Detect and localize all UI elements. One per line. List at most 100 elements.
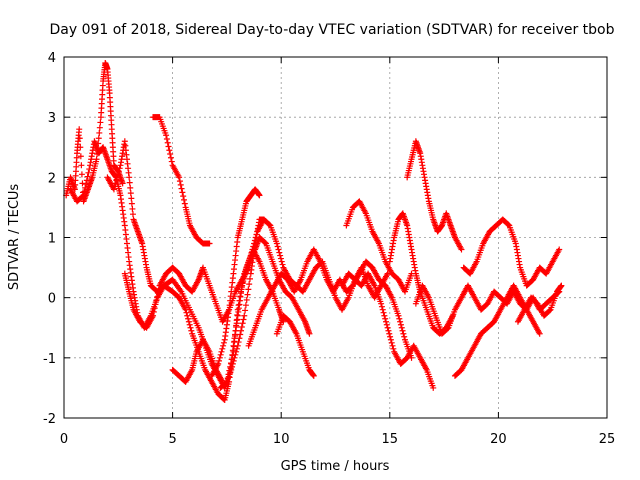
data-point-marker <box>236 297 243 304</box>
data-point-marker <box>238 327 245 334</box>
data-point-marker <box>430 384 437 391</box>
data-point-marker <box>536 330 543 337</box>
data-point-marker <box>83 177 90 184</box>
data-point-marker <box>389 342 396 349</box>
data-point-marker <box>168 158 175 165</box>
data-point-marker <box>167 154 174 161</box>
data-point-marker <box>228 356 235 363</box>
data-point-marker <box>78 162 85 169</box>
data-point-marker <box>390 345 397 352</box>
series-arc14 <box>339 270 437 391</box>
y-tick-label: 4 <box>48 51 56 66</box>
data-point-marker <box>128 195 135 202</box>
data-point-marker <box>184 312 191 319</box>
plot-frame <box>63 56 608 419</box>
grid-lines <box>64 57 607 418</box>
y-tick-label: -1 <box>43 352 56 367</box>
data-point-marker <box>84 173 91 180</box>
data-point-marker <box>230 343 237 350</box>
data-point-marker <box>129 211 136 218</box>
series-arc10 <box>245 246 415 361</box>
data-point-marker <box>246 281 253 288</box>
data-point-marker <box>152 301 159 308</box>
data-point-marker <box>85 169 92 176</box>
data-point-marker <box>386 330 393 337</box>
data-point-marker <box>383 321 390 328</box>
data-point-marker <box>458 246 465 253</box>
data-point-marker <box>232 327 239 334</box>
data-point-marker <box>245 286 252 293</box>
x-tick-label: 25 <box>599 432 616 447</box>
data-point-marker <box>185 315 192 322</box>
data-point-marker <box>86 166 93 173</box>
data-point-marker <box>166 147 173 154</box>
data-point-marker <box>238 284 245 291</box>
series-arc1 <box>63 60 126 205</box>
data-point-marker <box>382 318 389 325</box>
data-point-marker <box>218 348 225 355</box>
data-point-marker <box>382 315 389 322</box>
data-point-marker <box>82 181 89 188</box>
data-point-marker <box>110 186 117 193</box>
data-point-marker <box>399 327 406 334</box>
data-point-marker <box>239 279 246 286</box>
series-arc12 <box>386 210 456 337</box>
data-point-marker <box>397 321 404 328</box>
data-point-marker <box>163 132 170 139</box>
data-point-marker <box>380 309 387 316</box>
data-point-marker <box>180 193 187 200</box>
data-point-marker <box>444 325 451 332</box>
data-point-marker <box>273 240 280 247</box>
data-point-marker <box>126 179 133 186</box>
data-point-marker <box>153 297 160 304</box>
data-point-marker <box>112 180 119 187</box>
data-point-marker <box>242 307 249 314</box>
data-point-marker <box>244 291 251 298</box>
x-tick-label: 5 <box>168 432 176 447</box>
data-point-marker <box>246 275 253 282</box>
data-point-marker <box>115 171 122 178</box>
data-point-marker <box>249 246 256 253</box>
data-point-marker <box>234 306 241 313</box>
x-tick-label: 20 <box>490 432 507 447</box>
data-point-marker <box>277 255 284 262</box>
data-point-marker <box>242 302 249 309</box>
data-point-marker <box>253 231 260 238</box>
data-point-marker <box>379 306 386 313</box>
data-point-marker <box>387 336 394 343</box>
data-point-marker <box>239 320 246 327</box>
data-point-marker <box>115 168 122 175</box>
data-point-marker <box>247 252 254 259</box>
data-point-marker <box>81 188 88 195</box>
data-point-marker <box>154 293 161 300</box>
data-point-marker <box>186 321 193 328</box>
data-point-marker <box>274 243 281 250</box>
data-point-marker <box>398 324 405 331</box>
data-point-marker <box>150 312 157 319</box>
data-point-marker <box>155 286 162 293</box>
data-point-marker <box>387 333 394 340</box>
data-point-marker <box>220 339 227 346</box>
data-point-marker <box>395 312 402 319</box>
data-point-marker <box>77 144 84 151</box>
data-point-marker <box>558 282 565 289</box>
data-point-marker <box>215 360 222 367</box>
data-point-marker <box>505 221 512 228</box>
data-point-marker <box>310 372 317 379</box>
data-point-marker <box>93 156 100 163</box>
data-point-marker <box>216 354 223 361</box>
data-point-marker <box>226 367 233 374</box>
data-point-marker <box>185 318 192 325</box>
data-point-marker <box>279 261 286 268</box>
data-point-marker <box>96 124 103 131</box>
data-point-marker <box>385 327 392 334</box>
data-point-marker <box>306 330 313 337</box>
data-point-marker <box>230 348 237 355</box>
data-point-marker <box>78 171 85 178</box>
data-point-marker <box>206 240 213 247</box>
data-point-marker <box>251 240 258 247</box>
data-point-marker <box>227 360 234 367</box>
data-point-marker <box>178 185 185 192</box>
axis-ticks: 0 5 10 15 20 25 -2 -1 0 1 2 3 4 <box>43 51 615 447</box>
data-point-marker <box>240 316 247 323</box>
